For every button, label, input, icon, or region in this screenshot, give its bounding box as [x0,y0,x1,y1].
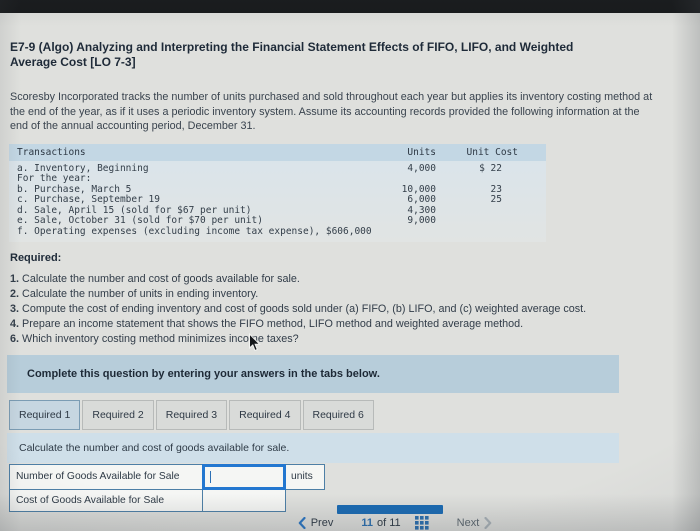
required-item: 3. Compute the cost of ending inventory … [10,302,587,315]
screen-top-bezel [0,0,700,13]
question-page: E7-9 (Algo) Analyzing and Interpreting t… [0,13,700,531]
tab-required-1[interactable]: Required 1 [9,399,81,430]
answer-row-label: Cost of Goods Available for Sale [9,488,203,512]
units-label: units [285,463,325,490]
transaction-row: e. Sale, October 31 (sold for $70 per un… [17,215,436,227]
mouse-cursor-icon [249,333,261,352]
answer-row: Cost of Goods Available for Sale [9,488,339,512]
pagination-footer: Prev 11 of 11 Next [0,514,700,531]
required-heading: Required: [10,251,62,264]
chevron-left-icon [298,516,306,529]
problem-title: E7-9 (Algo) Analyzing and Interpreting t… [10,40,574,69]
tab-required-6[interactable]: Required 6 [302,399,374,430]
required-item: 6. Which inventory costing method minimi… [10,332,299,345]
prev-button[interactable]: Prev [298,516,333,529]
transaction-row: f. Operating expenses (excluding income … [17,226,372,238]
horizontal-scrollbar-thumb[interactable] [337,505,443,514]
tab-bar: Required 1 Required 2 Required 3 Require… [9,399,619,430]
next-button[interactable]: Next [457,516,493,529]
col-header-unit-cost: Unit Cost [466,146,518,158]
tabs-banner: Complete this question by entering your … [7,354,619,393]
required-item: 1. Calculate the number and cost of good… [10,272,300,285]
answer-table: Number of Goods Available for Sale units… [9,463,339,512]
tab-instruction: Calculate the number and cost of goods a… [7,432,619,463]
transaction-row: For the year: [17,173,92,185]
required-item: 2. Calculate the number of units in endi… [10,287,259,300]
tab-required-4[interactable]: Required 4 [229,399,301,430]
transactions-table: Transactions Units Unit Cost a. Inventor… [9,143,546,242]
page-indicator: 11 of 11 [361,515,429,530]
transaction-row: a. Inventory, Beginning 4,000 $ 22 [17,162,502,174]
problem-description: Scoresby Incorporated tracks the number … [10,91,653,132]
cost-available-input-cell[interactable] [202,488,286,512]
answer-row: Number of Goods Available for Sale units [9,463,339,490]
text-caret [210,470,211,483]
tab-required-3[interactable]: Required 3 [155,399,228,430]
required-list: 1. Calculate the number and cost of good… [10,272,700,347]
required-item: 4. Prepare an income statement that show… [10,317,524,330]
chevron-right-icon [484,516,492,529]
transactions-header-row: Transactions Units Unit Cost [9,143,546,161]
number-available-input-cell[interactable] [202,463,286,490]
tab-required-2[interactable]: Required 2 [82,399,154,430]
cost-available-input[interactable] [203,489,285,511]
transaction-row: d. Sale, April 15 (sold for $67 per unit… [17,204,436,216]
answer-panel: Complete this question by entering your … [7,354,619,512]
col-header-transactions: Transactions [17,146,86,158]
answer-row-label: Number of Goods Available for Sale [9,463,203,490]
number-available-input[interactable] [205,466,283,487]
transaction-row: b. Purchase, March 5 10,000 23 [17,183,502,195]
transaction-row: c. Purchase, September 19 6,000 25 [17,194,502,206]
question-grid-icon[interactable] [414,515,429,530]
col-header-units: Units [407,146,436,158]
